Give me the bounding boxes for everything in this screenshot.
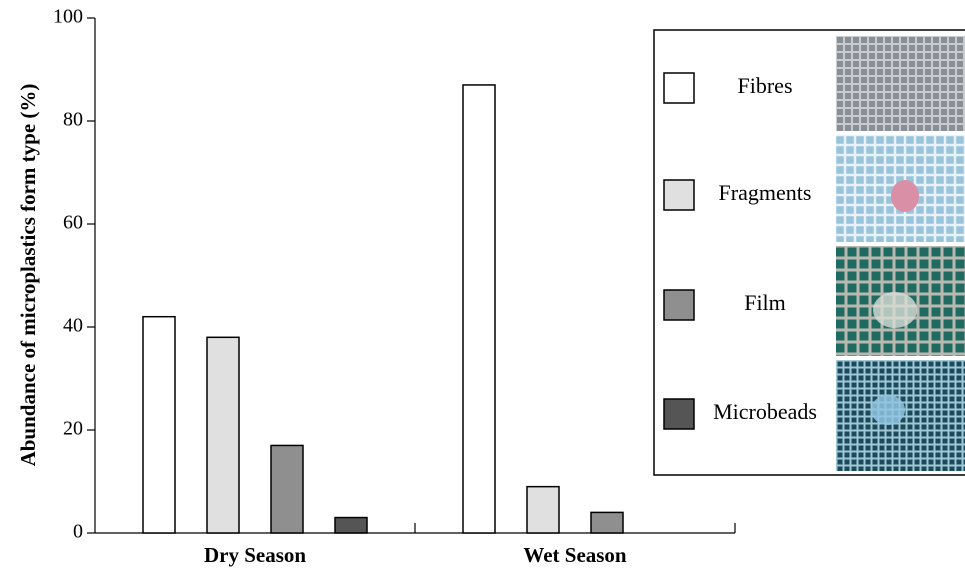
y-tick-label: 0: [73, 521, 83, 543]
bar: [270, 444, 304, 534]
photo: [836, 36, 965, 131]
legend-label: Fragments: [719, 180, 812, 205]
y-axis-label: Abundance of microplastics form type (%): [16, 84, 40, 467]
y-tick-label: 40: [63, 315, 83, 337]
y-tick-label: 80: [63, 109, 83, 131]
photo-item: [891, 180, 919, 212]
legend-swatch: [663, 179, 695, 211]
bar: [526, 485, 560, 534]
bar: [590, 511, 624, 534]
legend-label: Film: [744, 290, 786, 315]
x-tick-label: Dry Season: [204, 543, 306, 567]
y-tick-label: 60: [63, 212, 83, 234]
photo-item: [873, 292, 917, 328]
bar: [206, 336, 240, 534]
bar: [334, 516, 368, 534]
legend-swatch: [663, 72, 695, 104]
y-tick-label: 100: [53, 6, 83, 28]
legend-label: Microbeads: [713, 399, 817, 424]
bar: [142, 315, 176, 534]
y-tick-label: 20: [63, 418, 83, 440]
x-tick-label: Wet Season: [523, 543, 627, 567]
photo-item: [871, 395, 905, 425]
bar: [462, 84, 496, 534]
legend: Fibres Fragments Film Microbeads: [653, 29, 965, 476]
legend-swatch: [663, 398, 695, 430]
legend-swatch: [663, 289, 695, 321]
legend-label: Fibres: [738, 73, 793, 98]
